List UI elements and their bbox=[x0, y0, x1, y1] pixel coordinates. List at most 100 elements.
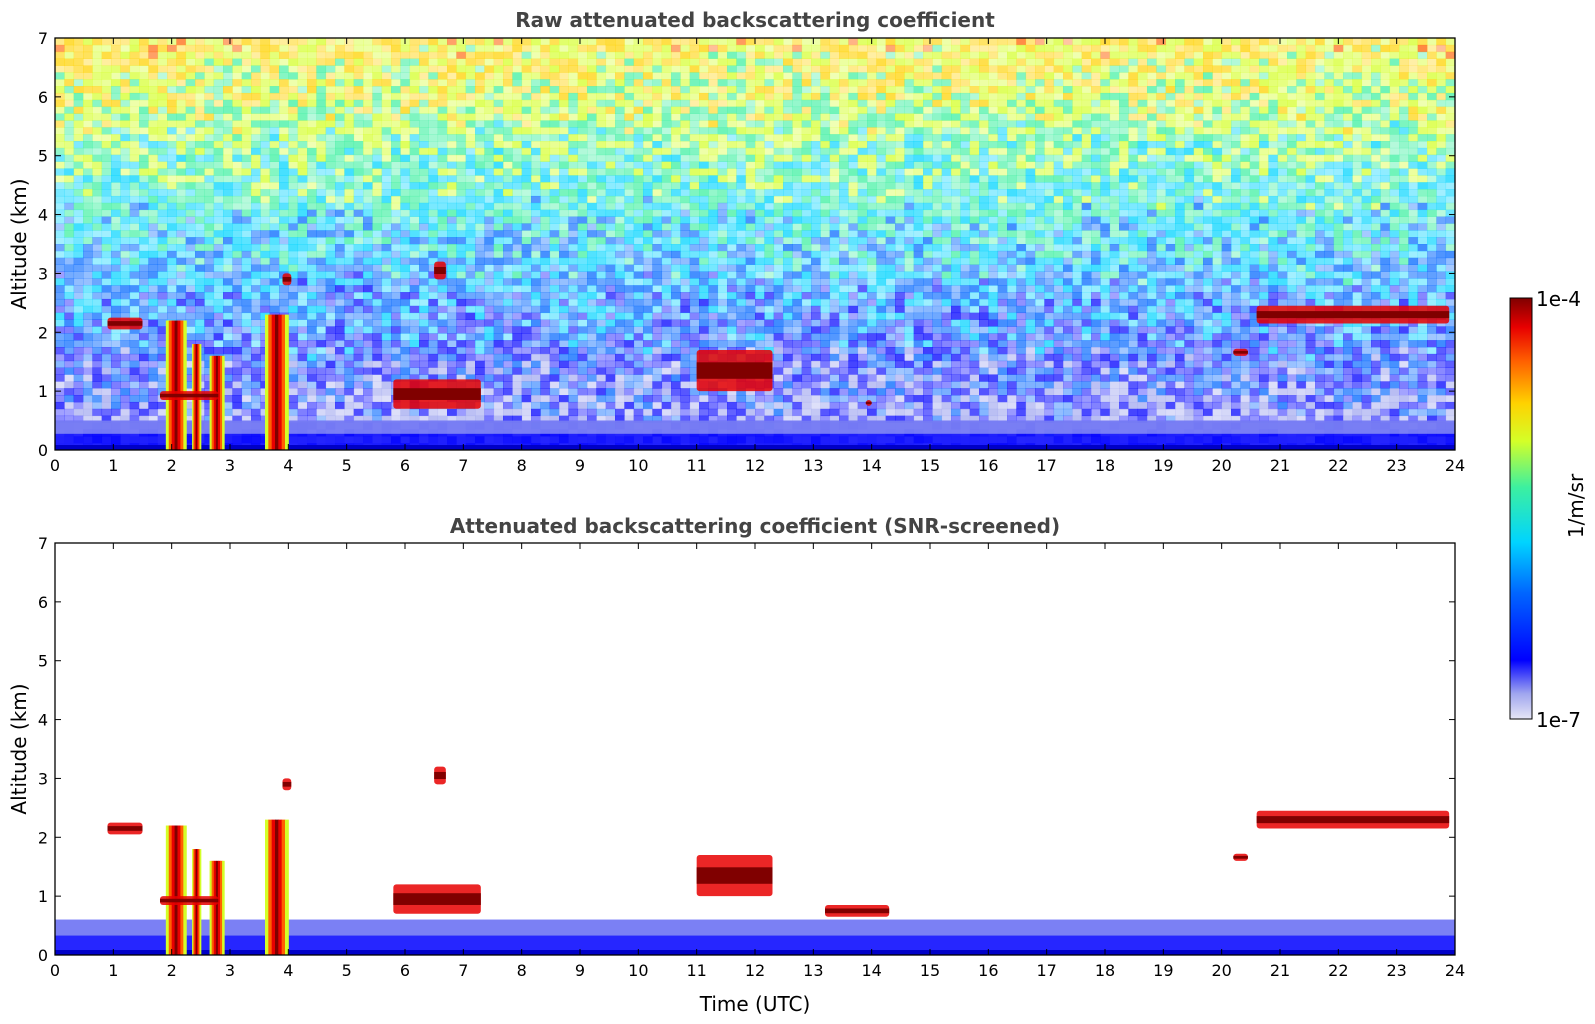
noise-cell bbox=[792, 113, 803, 121]
noise-cell bbox=[988, 202, 999, 211]
noise-cell bbox=[1445, 65, 1455, 73]
noise-cell bbox=[652, 216, 663, 224]
noise-cell bbox=[372, 134, 383, 142]
heatmap-layer bbox=[55, 38, 1455, 450]
noise-cell bbox=[1137, 175, 1148, 183]
noise-cell bbox=[475, 120, 485, 128]
noise-cell bbox=[213, 44, 224, 53]
noise-cell bbox=[1277, 147, 1288, 156]
noise-cell bbox=[92, 223, 103, 231]
noise-cell bbox=[185, 92, 196, 101]
noise-cell bbox=[801, 216, 812, 224]
noise-cell bbox=[960, 99, 971, 108]
noise-cell bbox=[232, 72, 243, 80]
noise-cell bbox=[1212, 79, 1223, 87]
noise-cell bbox=[680, 120, 691, 128]
noise-cell bbox=[736, 209, 747, 217]
noise-cell bbox=[64, 189, 75, 197]
noise-cell bbox=[335, 141, 345, 149]
noise-cell bbox=[596, 244, 607, 252]
noise-cell bbox=[251, 38, 261, 46]
noise-cell bbox=[1175, 175, 1185, 183]
noise-cell bbox=[1408, 51, 1419, 59]
noise-cell bbox=[1324, 216, 1335, 224]
noise-cell bbox=[92, 92, 103, 101]
noise-cell bbox=[101, 161, 112, 169]
noise-cell bbox=[1277, 79, 1288, 87]
noise-cell bbox=[885, 134, 896, 142]
noise-cell bbox=[988, 134, 999, 142]
noise-cell bbox=[559, 244, 569, 252]
noise-cell bbox=[839, 147, 849, 156]
noise-cell bbox=[783, 257, 793, 265]
noise-cell bbox=[129, 147, 140, 156]
noise-cell bbox=[391, 72, 401, 80]
noise-cell bbox=[1175, 58, 1185, 66]
noise-cell bbox=[325, 237, 336, 245]
noise-cell bbox=[727, 106, 737, 114]
noise-cell bbox=[764, 99, 775, 108]
noise-cell bbox=[232, 195, 243, 204]
noise-cell bbox=[456, 113, 467, 121]
noise-cell bbox=[465, 99, 476, 108]
noise-cell bbox=[307, 244, 317, 252]
noise-cell bbox=[531, 147, 541, 156]
noise-cell bbox=[951, 154, 961, 162]
noise-cell bbox=[839, 161, 849, 169]
noise-cell bbox=[1025, 79, 1036, 87]
noise-cell bbox=[1259, 154, 1269, 162]
noise-cell bbox=[633, 175, 644, 183]
noise-cell bbox=[120, 141, 131, 149]
noise-cell bbox=[120, 182, 131, 190]
noise-cell bbox=[801, 154, 812, 162]
noise-cell bbox=[363, 237, 373, 245]
noise-cell bbox=[1100, 106, 1111, 114]
noise-cell bbox=[857, 113, 868, 121]
noise-cell bbox=[1240, 58, 1251, 66]
noise-cell bbox=[1203, 182, 1213, 190]
noise-cell bbox=[260, 223, 271, 231]
noise-cell bbox=[92, 209, 103, 217]
noise-cell bbox=[1156, 250, 1167, 259]
noise-cell bbox=[1203, 86, 1213, 94]
noise-cell bbox=[615, 182, 625, 190]
noise-cell bbox=[316, 223, 327, 231]
noise-cell bbox=[176, 195, 187, 204]
noise-cell bbox=[437, 141, 448, 149]
noise-cell bbox=[1175, 147, 1185, 156]
noise-cell bbox=[1119, 147, 1129, 156]
noise-cell bbox=[297, 168, 308, 176]
noise-cell bbox=[344, 147, 355, 156]
noise-cell bbox=[708, 244, 719, 252]
noise-cell bbox=[475, 134, 485, 142]
noise-cell bbox=[363, 38, 373, 46]
noise-cell bbox=[428, 127, 439, 135]
noise-cell bbox=[372, 237, 383, 245]
noise-cell bbox=[895, 244, 905, 252]
noise-cell bbox=[353, 58, 364, 66]
noise-cell bbox=[484, 79, 495, 87]
noise-cell bbox=[279, 264, 289, 272]
noise-cell bbox=[204, 250, 215, 259]
noise-cell bbox=[1137, 154, 1148, 162]
noise-cell bbox=[251, 92, 261, 101]
noise-cell bbox=[596, 51, 607, 59]
noise-cell bbox=[251, 147, 261, 156]
noise-cell bbox=[1249, 72, 1260, 80]
noise-cell bbox=[1081, 92, 1092, 101]
noise-cell bbox=[736, 250, 747, 259]
noise-cell bbox=[1025, 134, 1036, 142]
noise-cell bbox=[1333, 134, 1344, 142]
noise-cell bbox=[661, 230, 672, 238]
noise-cell bbox=[269, 195, 280, 204]
noise-cell bbox=[372, 182, 383, 190]
noise-cell bbox=[297, 209, 308, 217]
noise-cell bbox=[1165, 257, 1176, 265]
noise-cell bbox=[232, 44, 243, 53]
noise-cell bbox=[736, 113, 747, 121]
noise-cell bbox=[1147, 134, 1157, 142]
noise-cell bbox=[624, 250, 635, 259]
noise-cell bbox=[232, 147, 243, 156]
noise-cell bbox=[689, 147, 700, 156]
noise-cell bbox=[615, 113, 625, 121]
